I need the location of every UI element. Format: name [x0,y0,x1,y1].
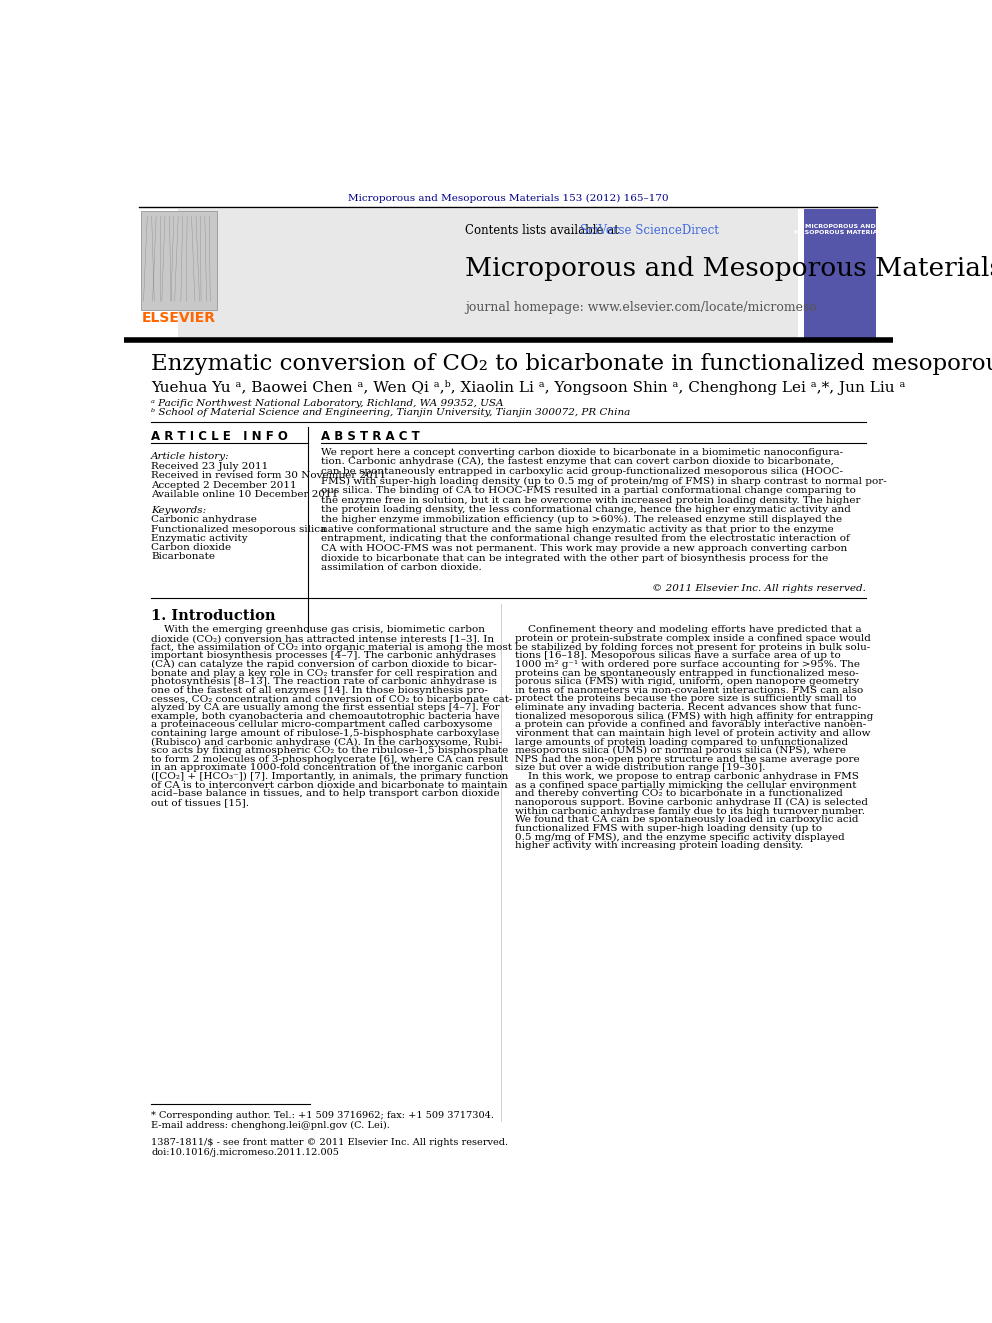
Text: in an approximate 1000-fold concentration of the inorganic carbon: in an approximate 1000-fold concentratio… [151,763,503,773]
Text: out of tissues [15].: out of tissues [15]. [151,798,249,807]
Text: of CA is to interconvert carbon dioxide and bicarbonate to maintain: of CA is to interconvert carbon dioxide … [151,781,508,790]
Text: important biosynthesis processes [4–7]. The carbonic anhydrases: important biosynthesis processes [4–7]. … [151,651,496,660]
Text: journal homepage: www.elsevier.com/locate/micromeso: journal homepage: www.elsevier.com/locat… [465,300,816,314]
Text: We report here a concept converting carbon dioxide to bicarbonate in a biomimeti: We report here a concept converting carb… [320,447,843,456]
Text: ous silica. The binding of CA to HOOC-FMS resulted in a partial conformational c: ous silica. The binding of CA to HOOC-FM… [320,486,856,495]
Text: the protein loading density, the less conformational change, hence the higher en: the protein loading density, the less co… [320,505,851,515]
Text: A R T I C L E   I N F O: A R T I C L E I N F O [151,430,288,443]
Text: 0.5 mg/mg of FMS), and the enzyme specific activity displayed: 0.5 mg/mg of FMS), and the enzyme specif… [515,832,844,841]
FancyBboxPatch shape [141,212,217,310]
Text: NPS had the non-open pore structure and the same average pore: NPS had the non-open pore structure and … [515,755,859,763]
Text: (Rubisco) and carbonic anhydrase (CA). In the carboxysome, Rubi-: (Rubisco) and carbonic anhydrase (CA). I… [151,737,502,746]
Text: photosynthesis [8–13]. The reaction rate of carbonic anhydrase is: photosynthesis [8–13]. The reaction rate… [151,677,497,687]
Text: (CA) can catalyze the rapid conversion of carbon dioxide to bicar-: (CA) can catalyze the rapid conversion o… [151,660,497,669]
Text: tionalized mesoporous silica (FMS) with high affinity for entrapping: tionalized mesoporous silica (FMS) with … [515,712,873,721]
Text: Keywords:: Keywords: [151,507,206,515]
Text: fact, the assimilation of CO₂ into organic material is among the most: fact, the assimilation of CO₂ into organ… [151,643,512,652]
Text: a proteinaceous cellular micro-compartment called carboxysome: a proteinaceous cellular micro-compartme… [151,720,493,729]
Text: Available online 10 December 2011: Available online 10 December 2011 [151,490,338,499]
Text: ᵃ Pacific Northwest National Laboratory, Richland, WA 99352, USA: ᵃ Pacific Northwest National Laboratory,… [151,400,504,407]
Text: the enzyme free in solution, but it can be overcome with increased protein loadi: the enzyme free in solution, but it can … [320,496,860,505]
Text: ᵇ School of Material Science and Engineering, Tianjin University, Tianjin 300072: ᵇ School of Material Science and Enginee… [151,409,630,417]
Text: nanoporous support. Bovine carbonic anhydrase II (CA) is selected: nanoporous support. Bovine carbonic anhy… [515,798,868,807]
Text: tion. Carbonic anhydrase (CA), the fastest enzyme that can covert carbon dioxide: tion. Carbonic anhydrase (CA), the faste… [320,458,833,466]
Text: acid–base balance in tissues, and to help transport carbon dioxide: acid–base balance in tissues, and to hel… [151,790,500,798]
Text: be stabilized by folding forces not present for proteins in bulk solu-: be stabilized by folding forces not pres… [515,643,870,652]
Text: Microporous and Mesoporous Materials: Microporous and Mesoporous Materials [465,257,992,282]
Text: Functionalized mesoporous silica: Functionalized mesoporous silica [151,525,326,533]
Text: bonate and play a key role in CO₂ transfer for cell respiration and: bonate and play a key role in CO₂ transf… [151,668,498,677]
Text: alyzed by CA are usually among the first essential steps [4–7]. For: alyzed by CA are usually among the first… [151,703,500,712]
Text: 1. Introduction: 1. Introduction [151,609,276,623]
Text: Contents lists available at: Contents lists available at [465,224,623,237]
Text: We found that CA can be spontaneously loaded in carboxylic acid: We found that CA can be spontaneously lo… [515,815,858,824]
Text: can be spontaneously entrapped in carboxylic acid group-functionalized mesoporou: can be spontaneously entrapped in carbox… [320,467,843,476]
Text: functionalized FMS with super-high loading density (up to: functionalized FMS with super-high loadi… [515,824,821,833]
Text: protect the proteins because the pore size is sufficiently small to: protect the proteins because the pore si… [515,695,856,704]
Text: Enzymatic activity: Enzymatic activity [151,534,248,542]
Text: CA with HOOC-FMS was not permanent. This work may provide a new approach convert: CA with HOOC-FMS was not permanent. This… [320,544,847,553]
Text: E-mail address: chenghong.lei@pnl.gov (C. Lei).: E-mail address: chenghong.lei@pnl.gov (C… [151,1121,390,1130]
Text: Yuehua Yu ᵃ, Baowei Chen ᵃ, Wen Qi ᵃ,ᵇ, Xiaolin Li ᵃ, Yongsoon Shin ᵃ, Chenghong: Yuehua Yu ᵃ, Baowei Chen ᵃ, Wen Qi ᵃ,ᵇ, … [151,380,906,396]
Text: © 2011 Elsevier Inc. All rights reserved.: © 2011 Elsevier Inc. All rights reserved… [652,583,866,593]
Text: assimilation of carbon dioxide.: assimilation of carbon dioxide. [320,564,481,572]
Text: With the emerging greenhouse gas crisis, biomimetic carbon: With the emerging greenhouse gas crisis,… [151,626,485,635]
Text: as a confined space partially mimicking the cellular environment: as a confined space partially mimicking … [515,781,856,790]
Text: ELSEVIER: ELSEVIER [142,311,216,325]
Text: Accepted 2 December 2011: Accepted 2 December 2011 [151,480,297,490]
Text: entrapment, indicating that the conformational change resulted from the electros: entrapment, indicating that the conforma… [320,534,849,544]
Text: 1000 m² g⁻¹ with ordered pore surface accounting for >95%. The: 1000 m² g⁻¹ with ordered pore surface ac… [515,660,860,669]
Text: example, both cyanobacteria and chemoautotrophic bacteria have: example, both cyanobacteria and chemoaut… [151,712,500,721]
Text: Received 23 July 2011: Received 23 July 2011 [151,462,269,471]
Text: Confinement theory and modeling efforts have predicted that a: Confinement theory and modeling efforts … [515,626,861,635]
Text: mesoporous silica (UMS) or normal porous silica (NPS), where: mesoporous silica (UMS) or normal porous… [515,746,845,755]
Text: dioxide (CO₂) conversion has attracted intense interests [1–3]. In: dioxide (CO₂) conversion has attracted i… [151,634,494,643]
Text: Article history:: Article history: [151,452,230,462]
Text: sco acts by fixing atmospheric CO₂ to the ribulose-1,5 bisphosphate: sco acts by fixing atmospheric CO₂ to th… [151,746,508,755]
Text: * Corresponding author. Tel.: +1 509 3716962; fax: +1 509 3717304.: * Corresponding author. Tel.: +1 509 371… [151,1110,494,1119]
Text: ([CO₂] + [HCO₃⁻]) [7]. Importantly, in animals, the primary function: ([CO₂] + [HCO₃⁻]) [7]. Importantly, in a… [151,773,509,781]
Text: vironment that can maintain high level of protein activity and allow: vironment that can maintain high level o… [515,729,870,738]
Text: dioxide to bicarbonate that can be integrated with the other part of biosynthesi: dioxide to bicarbonate that can be integ… [320,553,828,562]
Text: tions [16–18]. Mesoporous silicas have a surface area of up to: tions [16–18]. Mesoporous silicas have a… [515,651,840,660]
Text: native conformational structure and the same high enzymatic activity as that pri: native conformational structure and the … [320,525,833,533]
Text: in tens of nanometers via non-covalent interactions. FMS can also: in tens of nanometers via non-covalent i… [515,685,863,695]
Text: proteins can be spontaneously entrapped in functionalized meso-: proteins can be spontaneously entrapped … [515,668,858,677]
Text: size but over a wide distribution range [19–30].: size but over a wide distribution range … [515,763,765,773]
FancyBboxPatch shape [805,209,876,339]
Text: A B S T R A C T: A B S T R A C T [320,430,420,443]
Text: a protein can provide a confined and favorably interactive nanoen-: a protein can provide a confined and fav… [515,720,866,729]
Text: and thereby converting CO₂ to bicarbonate in a functionalized: and thereby converting CO₂ to bicarbonat… [515,790,842,798]
Text: doi:10.1016/j.micromeso.2011.12.005: doi:10.1016/j.micromeso.2011.12.005 [151,1148,339,1158]
Text: cesses, CO₂ concentration and conversion of CO₂ to bicarbonate cat-: cesses, CO₂ concentration and conversion… [151,695,513,704]
Text: one of the fastest of all enzymes [14]. In those biosynthesis pro-: one of the fastest of all enzymes [14]. … [151,685,488,695]
Text: FMS) with super-high loading density (up to 0.5 mg of protein/mg of FMS) in shar: FMS) with super-high loading density (up… [320,476,887,486]
Text: Carbon dioxide: Carbon dioxide [151,544,231,552]
Text: MICROPOROUS AND
MESOPOROUS MATERIALS: MICROPOROUS AND MESOPOROUS MATERIALS [794,224,886,235]
Text: within carbonic anhydrase family due to its high turnover number.: within carbonic anhydrase family due to … [515,807,865,815]
Text: containing large amount of ribulose-1,5-bisphosphate carboxylase: containing large amount of ribulose-1,5-… [151,729,500,738]
Text: porous silica (FMS) with rigid, uniform, open nanopore geometry: porous silica (FMS) with rigid, uniform,… [515,677,859,687]
FancyBboxPatch shape [179,209,799,339]
Text: Enzymatic conversion of CO₂ to bicarbonate in functionalized mesoporous silica: Enzymatic conversion of CO₂ to bicarbona… [151,353,992,376]
Text: Carbonic anhydrase: Carbonic anhydrase [151,516,257,524]
Text: In this work, we propose to entrap carbonic anhydrase in FMS: In this work, we propose to entrap carbo… [515,773,858,781]
Text: to form 2 molecules of 3-phosphoglycerate [6], where CA can result: to form 2 molecules of 3-phosphoglycerat… [151,755,508,763]
Text: the higher enzyme immobilization efficiency (up to >60%). The released enzyme st: the higher enzyme immobilization efficie… [320,515,842,524]
Text: protein or protein-substrate complex inside a confined space would: protein or protein-substrate complex ins… [515,634,870,643]
Text: SciVerse ScienceDirect: SciVerse ScienceDirect [579,224,718,237]
Text: eliminate any invading bacteria. Recent advances show that func-: eliminate any invading bacteria. Recent … [515,703,861,712]
Text: 1387-1811/$ - see front matter © 2011 Elsevier Inc. All rights reserved.: 1387-1811/$ - see front matter © 2011 El… [151,1138,508,1147]
Text: Bicarbonate: Bicarbonate [151,552,215,561]
Text: Microporous and Mesoporous Materials 153 (2012) 165–170: Microporous and Mesoporous Materials 153… [348,194,669,204]
Text: higher activity with increasing protein loading density.: higher activity with increasing protein … [515,841,803,851]
Text: Received in revised form 30 November 2011: Received in revised form 30 November 201… [151,471,386,480]
Text: large amounts of protein loading compared to unfunctionalized: large amounts of protein loading compare… [515,738,848,746]
